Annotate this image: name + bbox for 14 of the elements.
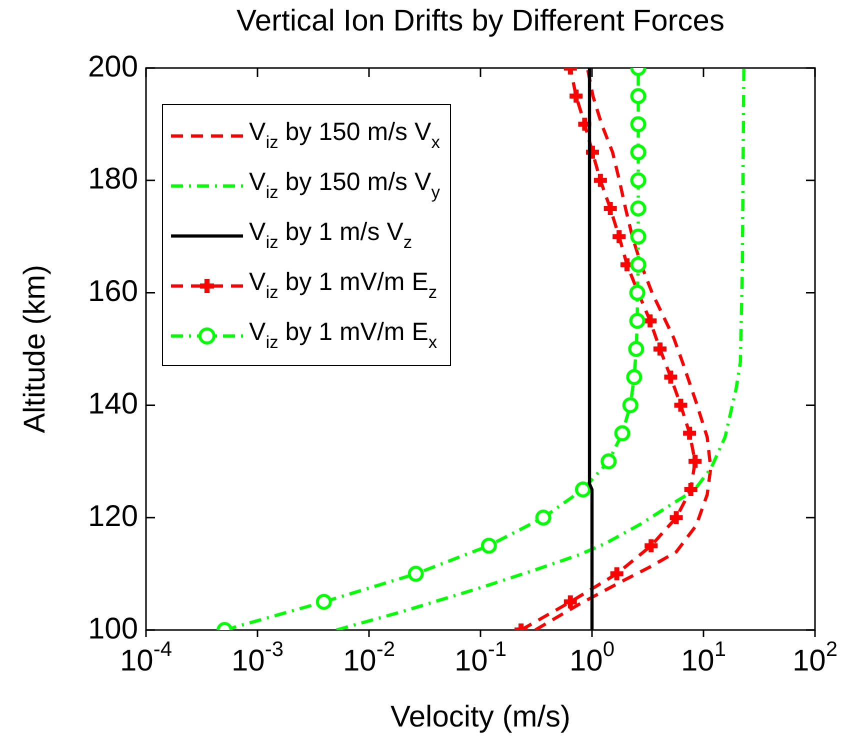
y-tick-label: 180 — [88, 162, 138, 196]
x-axis-title: Velocity (m/s) — [390, 700, 571, 734]
legend-label: V$_{iz}$ by 150 m/s V$_{x}$ — [249, 118, 440, 152]
y-tick-label: 100 — [88, 612, 138, 646]
y-tick-label: 120 — [88, 500, 138, 533]
chart-title: Vertical Ion Drifts by Different Forces — [236, 4, 724, 38]
y-tick-label: 140 — [88, 387, 138, 420]
legend-label: V$_{iz}$ by 150 m/s V$_{y}$ — [249, 168, 440, 202]
legend-label: V$_{iz}$ by 1 mV/m E$_{z}$ — [249, 268, 438, 302]
y-tick-label: 160 — [88, 275, 138, 308]
legend-label: V$_{iz}$ by 1 m/s V$_{z}$ — [249, 218, 412, 252]
y-axis-title: Altitude (km) — [18, 264, 52, 434]
legend-label: V$_{iz}$ by 1 mV/m E$_{x}$ — [249, 318, 438, 352]
y-tick-label: 200 — [88, 50, 138, 84]
